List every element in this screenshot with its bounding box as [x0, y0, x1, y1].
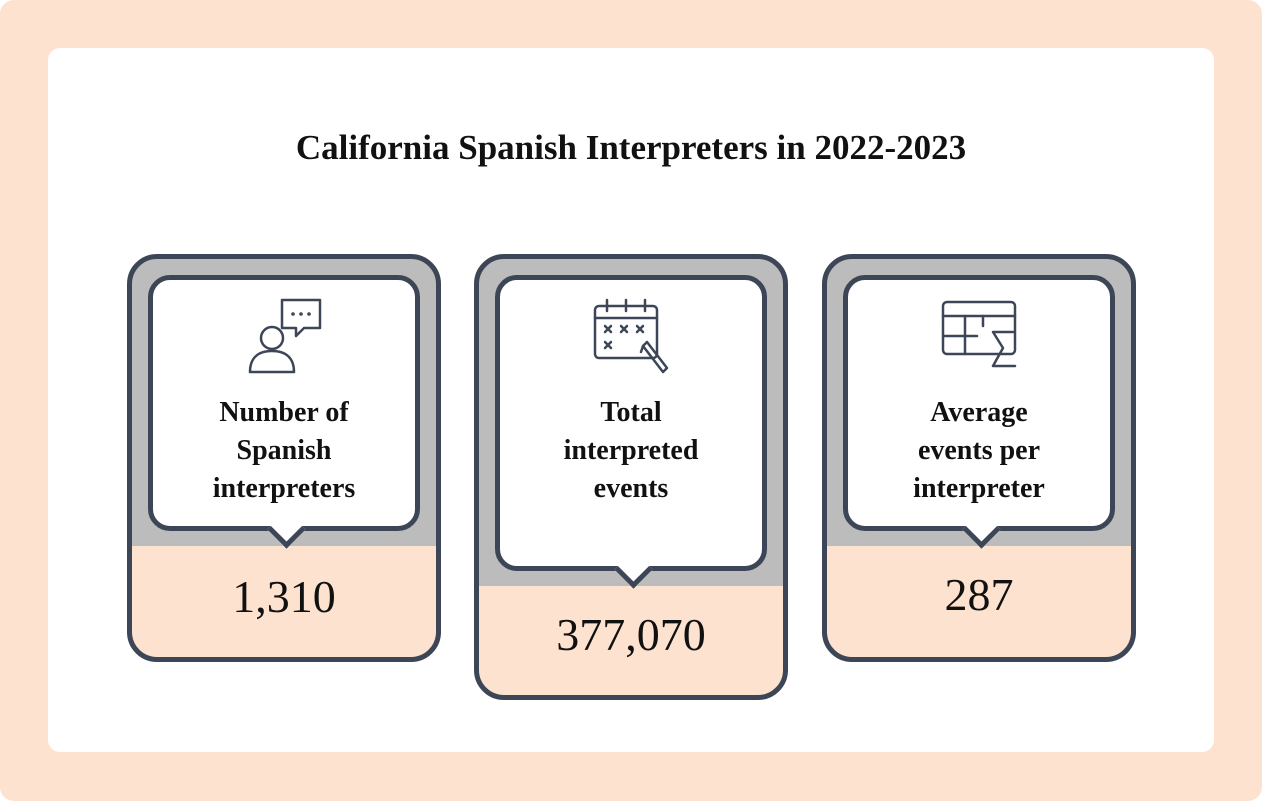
stat-value: 1,310	[232, 571, 336, 622]
stat-card-bubble: Average events per interpreter	[843, 275, 1115, 531]
page-title: California Spanish Interpreters in 2022-…	[295, 128, 967, 167]
stat-label: Total interpreted events	[563, 397, 699, 504]
stat-value: 287	[944, 569, 1014, 620]
stat-card-interpreters: Number of Spanish interpreters 1,310	[127, 254, 441, 662]
stat-card-events: Total interpreted events 377,070	[474, 254, 788, 700]
stat-label: Number of Spanish interpreters	[212, 397, 356, 504]
stat-card-bubble: Total interpreted events	[495, 275, 767, 571]
interpreter-speech-bubble-icon	[248, 298, 322, 374]
stat-card-average: Average events per interpreter 287	[822, 254, 1136, 662]
stat-card-bubble: Number of Spanish interpreters	[148, 275, 420, 531]
calendar-pencil-icon	[593, 298, 669, 374]
table-sum-icon	[941, 300, 1017, 368]
stat-value: 377,070	[556, 609, 706, 660]
stat-label: Average events per interpreter	[913, 397, 1045, 504]
